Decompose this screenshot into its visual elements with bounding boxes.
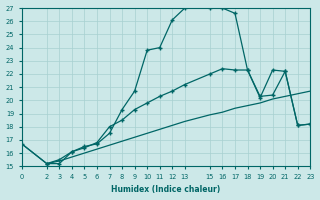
X-axis label: Humidex (Indice chaleur): Humidex (Indice chaleur) [111, 185, 220, 194]
